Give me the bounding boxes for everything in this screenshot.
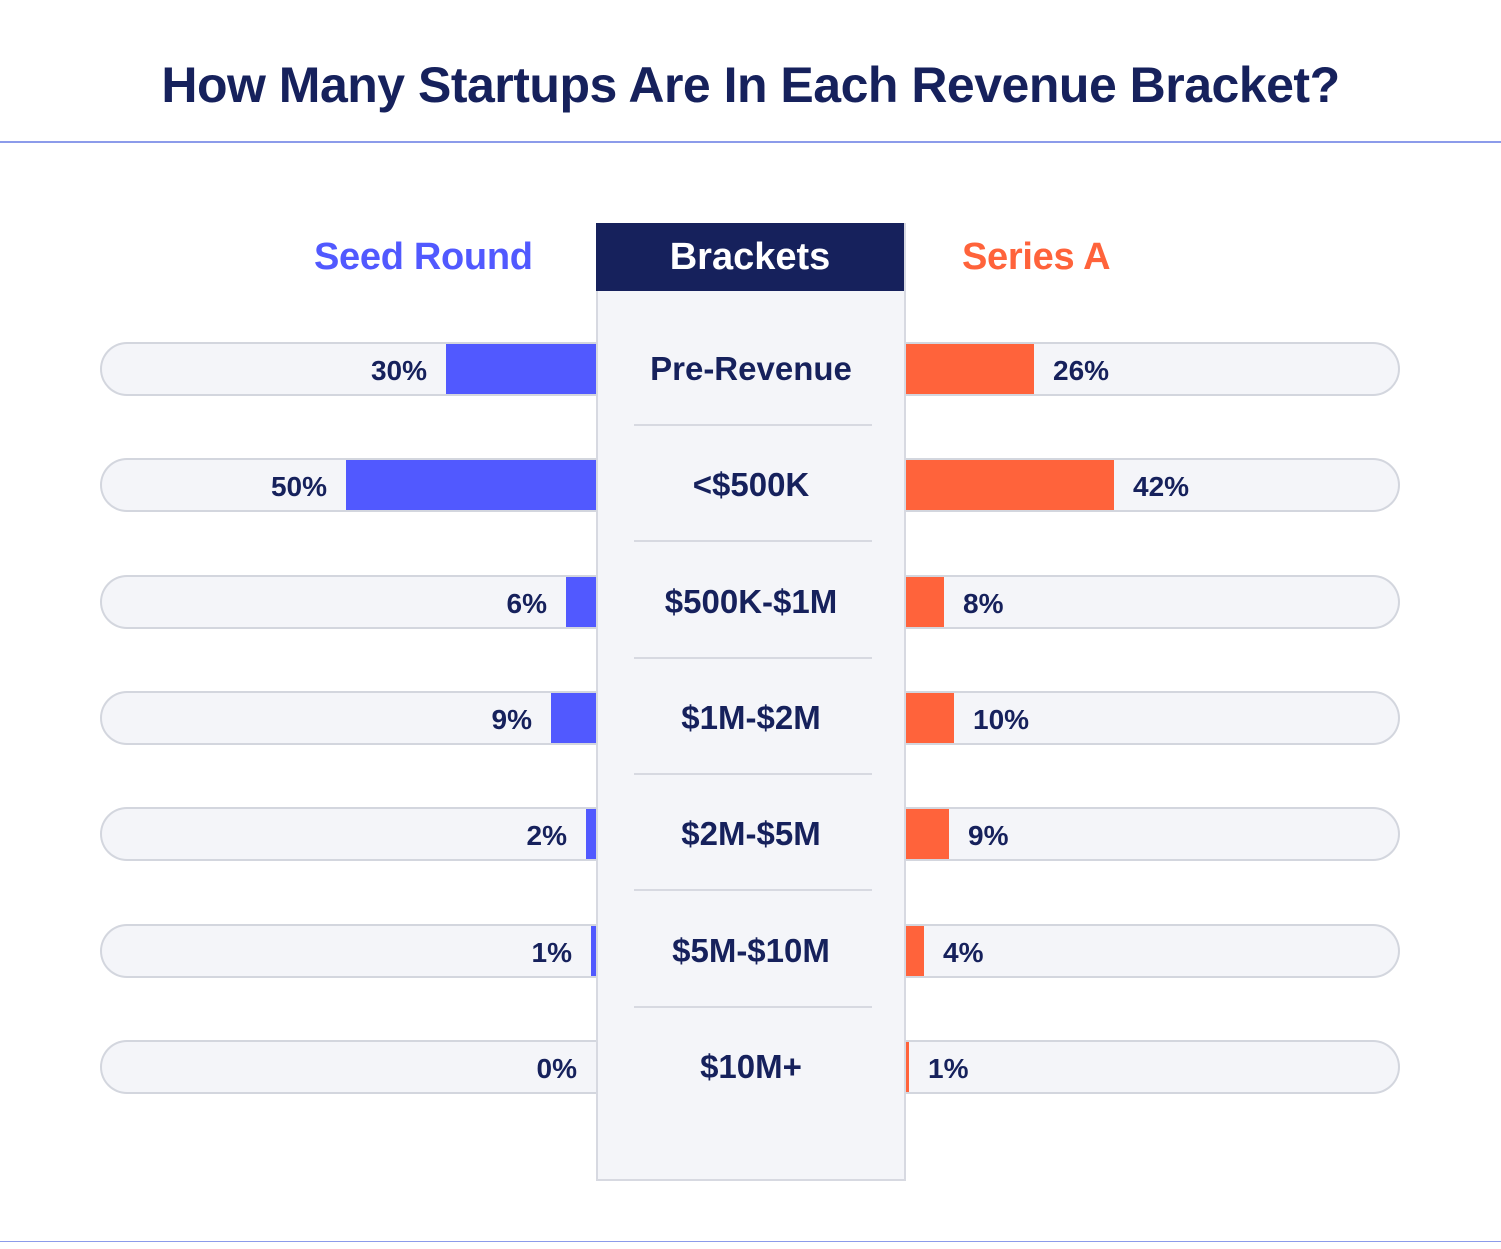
seed-value-label: 50% [270, 471, 327, 503]
bracket-divider [634, 540, 872, 543]
series-a-value-label: 1% [928, 1052, 969, 1084]
bracket-label: <$500K [692, 466, 810, 504]
seed-value-label: 1% [531, 936, 572, 968]
bracket-divider [634, 656, 872, 659]
bracket-label: $1M-$2M [681, 698, 821, 736]
series-a-track: 10% [890, 690, 1400, 745]
series-a-track: 1% [890, 1039, 1400, 1094]
series-a-track: 4% [890, 923, 1400, 978]
series-a-bar [904, 576, 944, 627]
series-a-value-label: 42% [1133, 471, 1190, 503]
series-a-value-label: 8% [963, 587, 1004, 619]
series-a-value-label: 26% [1053, 355, 1110, 386]
title-divider [0, 141, 1501, 143]
seed-bar [566, 576, 596, 627]
bracket-label: $5M-$10M [672, 931, 830, 969]
brackets-column: Pre-Revenue <$500K $500K-$1M $1M-$2M $2M-$5M… [596, 223, 906, 1181]
seed-track: 9% [100, 690, 610, 745]
seed-track: 50% [100, 458, 610, 513]
seed-value-label: 9% [491, 703, 532, 735]
seed-track: 6% [100, 574, 610, 629]
series-a-bar [904, 460, 1114, 511]
bracket-divider [634, 889, 872, 892]
brackets-header: Brackets [596, 223, 904, 291]
series-a-track: 42% [890, 458, 1400, 513]
seed-bar [446, 344, 596, 394]
seed-track: 2% [100, 807, 610, 862]
seed-bar [586, 809, 596, 860]
bracket-divider [634, 424, 872, 426]
series-a-value-label: 9% [968, 820, 1009, 852]
legend-seed-round: Seed Round [314, 236, 533, 278]
series-a-value-label: 10% [973, 703, 1030, 735]
bracket-label: $500K-$1M [664, 582, 838, 620]
series-a-track: 8% [890, 574, 1400, 629]
series-a-track: 9% [890, 807, 1400, 862]
bracket-divider [634, 1005, 872, 1008]
series-a-bar [904, 925, 924, 976]
bracket-label: $2M-$5M [681, 815, 821, 853]
series-a-bar [904, 692, 954, 743]
bracket-label: $10M+ [700, 1047, 802, 1085]
seed-value-label: 30% [370, 355, 427, 386]
seed-value-label: 6% [506, 587, 547, 619]
series-a-bar [904, 344, 1034, 394]
bracket-divider [634, 772, 872, 775]
series-a-track: 26% [890, 342, 1400, 396]
series-a-bar [904, 1041, 909, 1092]
seed-track: 1% [100, 923, 610, 978]
series-a-bar [904, 809, 949, 860]
seed-track: 30% [100, 342, 610, 396]
seed-track: 0% [100, 1039, 610, 1094]
bottom-divider [0, 1241, 1501, 1242]
bracket-label: Pre-Revenue [650, 350, 852, 387]
chart-title: How Many Startups Are In Each Revenue Br… [161, 57, 1340, 113]
seed-bar [591, 925, 596, 976]
seed-bar [346, 460, 596, 511]
seed-value-label: 0% [536, 1052, 577, 1084]
seed-value-label: 2% [526, 820, 567, 852]
seed-bar [551, 692, 596, 743]
series-a-value-label: 4% [943, 936, 984, 968]
legend-series-a: Series A [962, 236, 1111, 278]
